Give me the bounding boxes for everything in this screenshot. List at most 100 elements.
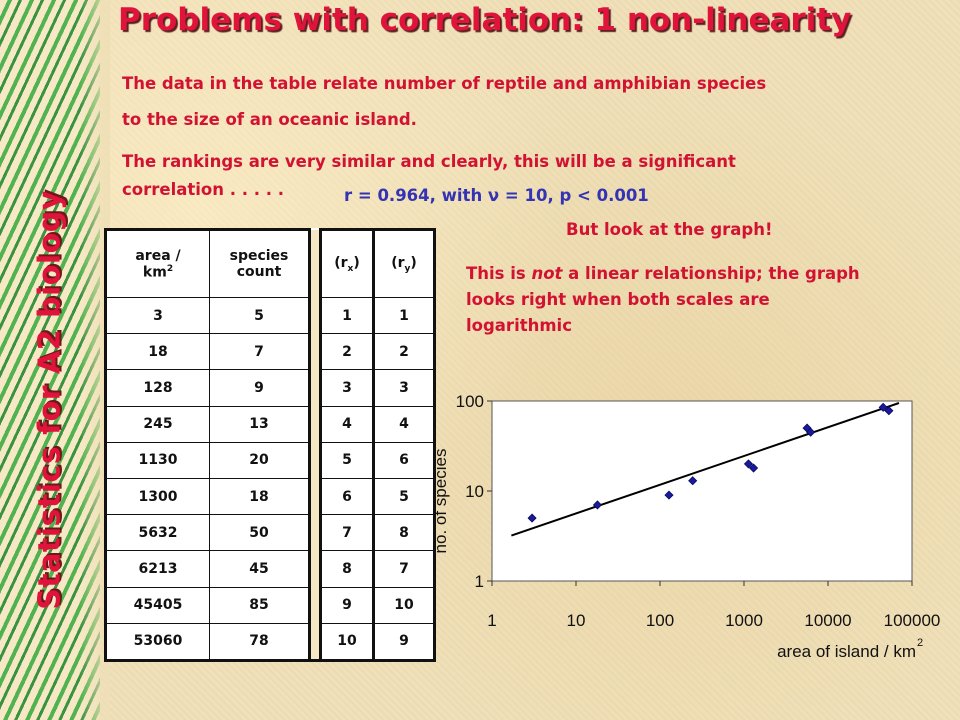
intro-line-1: The data in the table relate number of r… — [122, 74, 767, 93]
x-tick-label: 100000 — [884, 611, 941, 630]
cell-rank-x: 1 — [319, 296, 375, 335]
note-line-3: logarithmic — [466, 316, 572, 335]
slide-title: Problems with correlation: 1 non-lineari… — [118, 2, 852, 38]
cell-rank-y: 6 — [373, 441, 436, 479]
header-area-unit: km — [142, 264, 167, 281]
cell-area: 5632 — [104, 514, 210, 552]
data-point — [592, 500, 603, 510]
header-rank-y: (ry) — [373, 228, 436, 298]
ranking-line-1: The rankings are very similar and clearl… — [122, 152, 736, 171]
header-area: area / km2 — [104, 228, 210, 298]
cell-species: 20 — [209, 441, 311, 479]
x-tick-label: 1 — [487, 611, 496, 630]
table-gap — [309, 478, 321, 515]
cell-species: 85 — [209, 586, 311, 624]
cell-rank-x: 7 — [319, 514, 375, 552]
cell-rank-x: 3 — [319, 369, 375, 407]
table-gap — [309, 442, 321, 479]
y-axis-label: no. of species — [431, 449, 450, 554]
cell-area: 3 — [104, 296, 210, 335]
cell-rank-y: 9 — [373, 622, 436, 662]
x-tick-label: 10 — [567, 611, 586, 630]
table-header-row: area / km2 species count (rx) (ry) — [104, 228, 436, 298]
trend-line — [511, 402, 900, 537]
x-axis-label: area of island / km — [777, 642, 916, 661]
header-rank-y-sub: y — [404, 263, 411, 274]
cell-rank-y: 10 — [373, 586, 436, 624]
cell-rank-x: 5 — [319, 441, 375, 479]
data-point — [688, 476, 698, 486]
cell-rank-x: 6 — [319, 477, 375, 516]
y-tick-label: 100 — [456, 392, 484, 411]
table-body: 3 5 1 1 18 7 2 2 128 9 3 3 245 13 4 4 1130 20 5 6 1300 18 6 5 56… — [104, 296, 436, 662]
data-point — [749, 463, 759, 473]
table-row: 1300 18 6 5 — [104, 477, 436, 516]
table-gap — [309, 229, 321, 298]
table-gap — [309, 297, 321, 334]
header-rank-y-close: ) — [410, 254, 417, 271]
table-row: 1130 20 5 6 — [104, 441, 436, 479]
cell-rank-y: 4 — [373, 405, 436, 443]
table-row: 245 13 4 4 — [104, 405, 436, 443]
header-rank-x-close: ) — [353, 254, 360, 271]
y-tick-label: 10 — [465, 482, 484, 501]
note-text-part: This is not a linear relationship; the g… — [466, 264, 860, 283]
table-row: 18 7 2 2 — [104, 333, 436, 371]
y-tick-label: 1 — [475, 572, 484, 591]
table-row: 45405 85 9 10 — [104, 586, 436, 624]
header-species: species count — [209, 228, 311, 298]
cell-area: 53060 — [104, 622, 210, 662]
note-line-1: This is not a linear relationship; the g… — [466, 264, 860, 283]
table-gap — [309, 514, 321, 551]
cell-rank-y: 5 — [373, 477, 436, 516]
cell-rank-y: 1 — [373, 296, 436, 335]
ranking-line-2: correlation . . . . . — [122, 180, 285, 199]
cell-rank-x: 9 — [319, 586, 375, 624]
cell-species: 50 — [209, 514, 311, 552]
cell-rank-x: 8 — [319, 550, 375, 588]
cell-rank-x: 4 — [319, 405, 375, 443]
cell-area: 1300 — [104, 477, 210, 516]
cell-rank-y: 7 — [373, 550, 436, 588]
cell-rank-x: 2 — [319, 333, 375, 371]
side-title: Statistics for A2 biology — [32, 190, 68, 610]
cell-area: 45405 — [104, 586, 210, 624]
cell-species: 78 — [209, 622, 311, 662]
table-row: 6213 45 8 7 — [104, 550, 436, 588]
cell-area: 6213 — [104, 550, 210, 588]
data-point — [884, 406, 894, 416]
intro-line-2: to the size of an oceanic island. — [122, 110, 417, 129]
table-row: 53060 78 10 9 — [104, 622, 436, 662]
header-area-label: area / — [135, 247, 181, 264]
cell-species: 9 — [209, 369, 311, 407]
cell-species: 5 — [209, 296, 311, 335]
table-gap — [309, 550, 321, 587]
table-gap — [309, 406, 321, 443]
header-rank-x-sub: x — [347, 263, 354, 274]
table-gap — [309, 587, 321, 624]
correlation-statistic: r = 0.964, with ν = 10, p < 0.001 — [344, 186, 649, 205]
cell-rank-x: 10 — [319, 622, 375, 662]
data-point — [664, 490, 674, 500]
table-gap — [309, 333, 321, 370]
cell-area: 18 — [104, 333, 210, 371]
log-log-scatter-chart: 1 10 100 1 10 100 1000 10000 100000 no. of specie… — [431, 392, 941, 661]
cell-area: 128 — [104, 369, 210, 407]
data-point — [878, 402, 888, 412]
cell-species: 13 — [209, 405, 311, 443]
cell-species: 18 — [209, 477, 311, 516]
cell-rank-y: 8 — [373, 514, 436, 552]
cell-species: 45 — [209, 550, 311, 588]
header-area-sup: 2 — [166, 263, 174, 274]
data-point — [527, 513, 537, 523]
cell-rank-y: 2 — [373, 333, 436, 371]
header-rank-x-label: (r — [334, 254, 348, 271]
x-tick-label: 1000 — [725, 611, 763, 630]
cell-area: 245 — [104, 405, 210, 443]
table-row: 5632 50 7 8 — [104, 514, 436, 552]
x-tick-label: 10000 — [804, 611, 851, 630]
x-axis-label-sup: 2 — [917, 637, 923, 649]
data-point — [806, 427, 816, 437]
